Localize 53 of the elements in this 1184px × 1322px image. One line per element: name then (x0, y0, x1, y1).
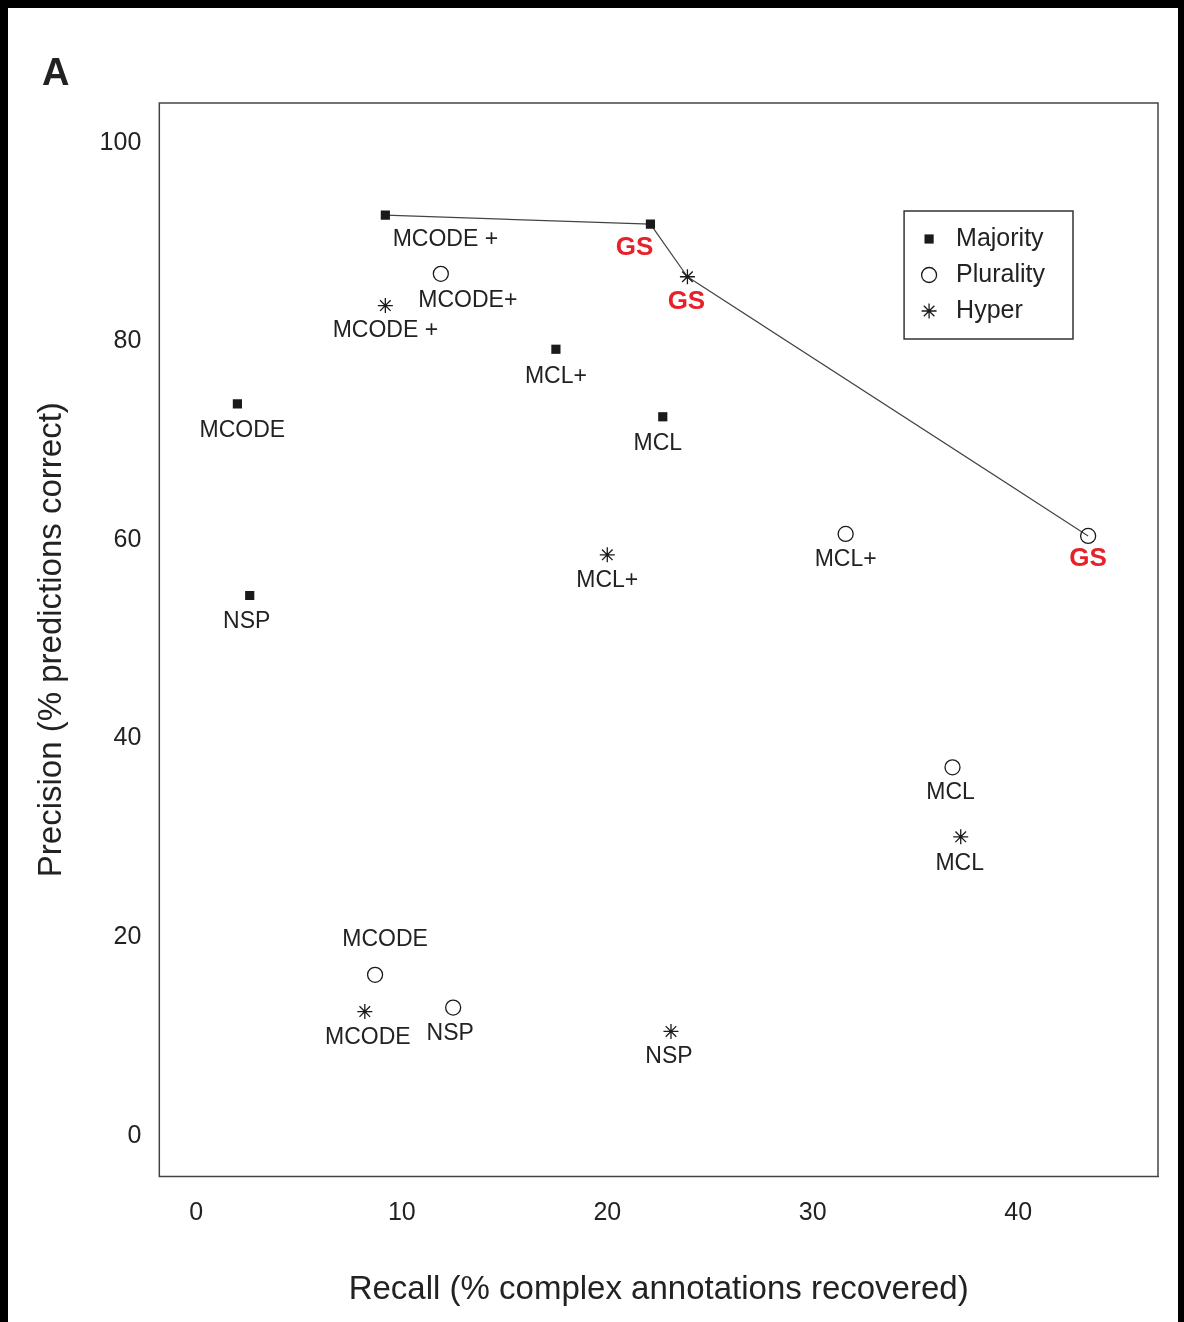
annotation: GS (667, 284, 706, 315)
x-tick-label: 10 (387, 1197, 416, 1226)
annotation: MCODE (199, 416, 286, 443)
annotation: MCL (633, 429, 683, 456)
point (952, 828, 969, 845)
point (599, 546, 616, 563)
point (245, 590, 255, 601)
annotation: MCODE (342, 925, 428, 952)
annotation: MCL+ (576, 566, 639, 593)
annotation: MCODE + (332, 315, 439, 342)
point (662, 1023, 680, 1040)
point (380, 210, 390, 220)
point (679, 268, 696, 285)
y-tick-label: 100 (99, 126, 142, 155)
chart-title: A (42, 51, 70, 94)
point (366, 966, 384, 983)
annotation: MCL (926, 777, 975, 804)
legend-label: Plurality (956, 258, 1046, 287)
point (232, 399, 242, 409)
point (445, 999, 462, 1016)
y-tick-label: 80 (113, 325, 142, 354)
point (658, 412, 668, 422)
point (1079, 527, 1097, 545)
y-tick-label: 20 (113, 920, 142, 949)
x-tick-label: 40 (1004, 1197, 1033, 1226)
y-tick-label: 0 (127, 1119, 142, 1148)
point (432, 265, 449, 282)
annotation: NSP (223, 606, 271, 633)
point (377, 297, 394, 314)
annotation: NSP (645, 1041, 693, 1068)
x-axis-title: Recall (% complex annotations recovered) (348, 1269, 969, 1307)
x-tick-label: 0 (189, 1197, 204, 1226)
annotation: MCL (935, 849, 985, 876)
x-tick-label: 20 (593, 1197, 622, 1226)
point (551, 344, 561, 354)
point (645, 219, 656, 229)
x-tick-label: 30 (798, 1197, 827, 1226)
annotation: MCODE+ (418, 286, 518, 313)
annotation: MCL+ (524, 361, 587, 388)
annotation: MCODE (324, 1022, 411, 1049)
annotation: MCODE + (392, 224, 499, 251)
legend-label: Majority (956, 222, 1045, 251)
y-tick-label: 60 (113, 523, 142, 552)
annotation: NSP (426, 1018, 474, 1045)
y-tick-label: 40 (113, 722, 142, 751)
annotation: MCL+ (814, 545, 877, 572)
point (356, 1003, 373, 1020)
legend-label: Hyper (956, 294, 1023, 323)
annotation: GS (615, 231, 654, 262)
point (944, 759, 961, 776)
annotation: GS (1069, 542, 1107, 573)
y-axis-title: Precision (% predictions correct) (30, 402, 68, 878)
point (837, 525, 854, 543)
